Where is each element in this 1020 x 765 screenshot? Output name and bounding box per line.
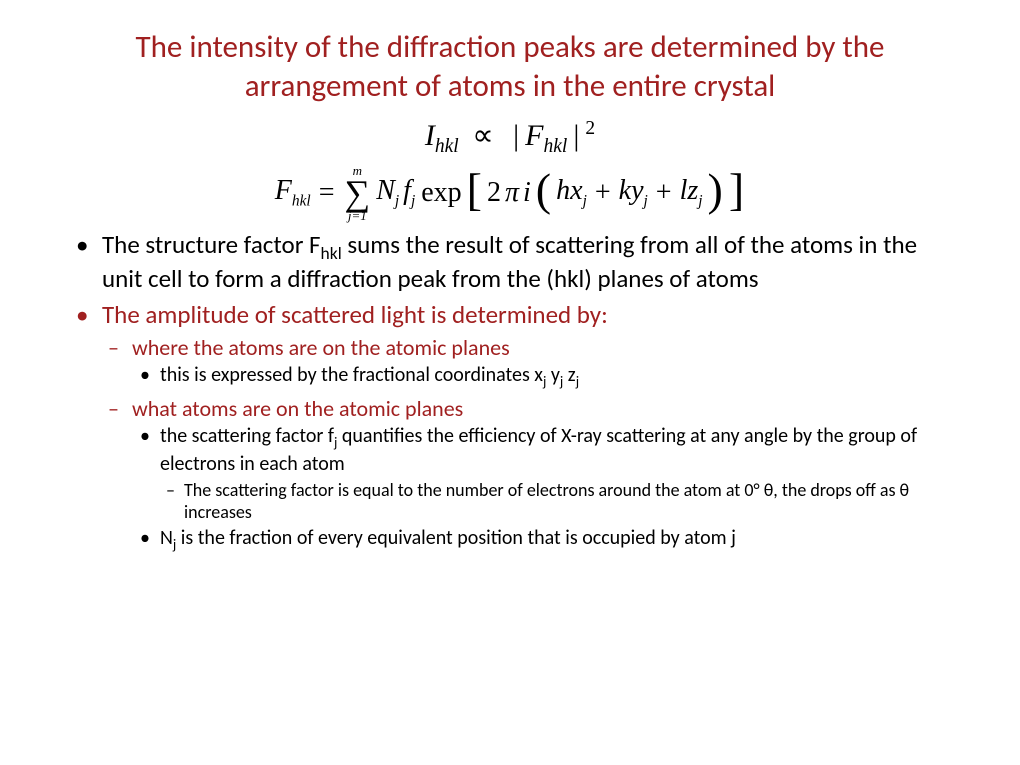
eq-sq: 2 (585, 118, 595, 139)
b2b-ii-pre: N (160, 526, 173, 550)
bullet-fractional-coords: this is expressed by the fractional coor… (132, 363, 952, 391)
bullet-scattering-zero-theta: The scattering factor is equal to the nu… (160, 479, 952, 524)
eq-I-sub: hkl (435, 136, 459, 157)
eq-I: I (425, 119, 435, 152)
b2b-i-pre: the scattering factor f (160, 424, 334, 448)
eq2-exp: exp (419, 177, 461, 209)
title-line-2: arrangement of atoms in the entire cryst… (245, 67, 776, 105)
b2a-i-m1: y (546, 363, 560, 387)
eq2-i: i (523, 177, 531, 209)
eq2-two: 2 (487, 177, 501, 209)
b2b-i-a-text: The scattering factor is equal to the nu… (184, 479, 909, 524)
title-line-1: The intensity of the diffraction peaks a… (136, 28, 885, 66)
b1-pre: The structure factor F (102, 229, 321, 260)
sum-symbol: m ∑ j=1 (343, 164, 373, 222)
equation-structure-factor: Fhkl = m ∑ j=1 Nj fj exp [ 2πi ( hxj + (275, 164, 745, 222)
bullet-structure-factor: The structure factor Fhkl sums the resul… (68, 230, 952, 294)
eq2-lz: lz (680, 175, 699, 206)
eq2-pi: π (505, 177, 519, 209)
eq-abs-close: | (567, 119, 585, 152)
sigma-icon: ∑ (345, 177, 371, 209)
equations: Ihkl ∝ |Fhkl|2 Fhkl = m ∑ j=1 Nj fj exp … (68, 118, 952, 222)
eq2-ky: ky (619, 175, 644, 206)
bullet-scattering-factor: the scattering factor fj quantifies the … (132, 424, 952, 524)
paren-close-icon: ) (707, 172, 724, 209)
b2a-i-pre: this is expressed by the fractional coor… (160, 363, 543, 387)
eq2-hx: hx (556, 175, 582, 206)
eq2-lz-sub: j (698, 192, 702, 209)
bracket-close-icon: ] (728, 172, 745, 209)
slide: The intensity of the diffraction peaks a… (0, 0, 1020, 573)
b2a-text: where the atoms are on the atomic planes (132, 334, 510, 361)
bracket-open-icon: [ (466, 172, 483, 209)
b2b-ii-post: is the fraction of every equivalent posi… (176, 526, 736, 550)
bullet-amplitude: The amplitude of scattered light is dete… (68, 300, 952, 554)
eq-abs-open: | (507, 119, 525, 152)
b1-sub: hkl (321, 242, 342, 264)
eq2-hx-sub: j (583, 192, 587, 209)
sum-lower: j=1 (348, 209, 367, 222)
eq2-plus1: + (591, 177, 615, 209)
eq2-plus2: + (652, 177, 676, 209)
slide-title: The intensity of the diffraction peaks a… (68, 28, 952, 106)
eq2-F-sub: hkl (292, 192, 311, 209)
eq-F-sub: hkl (544, 136, 568, 157)
b2b-text: what atoms are on the atomic planes (132, 395, 463, 422)
eq2-equals: = (315, 177, 339, 209)
paren-open-icon: ( (535, 172, 552, 209)
eq2-ky-sub: j (644, 192, 648, 209)
b2a-i-m2: z (563, 363, 575, 387)
equation-intensity: Ihkl ∝ |Fhkl|2 (68, 118, 952, 158)
bullet-what-atoms: what atoms are on the atomic planes the … (102, 395, 952, 554)
eq-F: F (525, 119, 543, 152)
b2a-i-s3: j (576, 373, 579, 390)
eq2-N-sub: j (395, 192, 399, 209)
eq2-f: f (403, 175, 411, 206)
bullet-occupancy: Nj is the fraction of every equivalent p… (132, 526, 952, 554)
eq2-F: F (275, 175, 292, 206)
bullet-list: The structure factor Fhkl sums the resul… (68, 230, 952, 554)
eq2-f-sub: j (411, 192, 415, 209)
bullet-where-atoms: where the atoms are on the atomic planes… (102, 334, 952, 391)
eq2-N: N (376, 175, 395, 206)
b2-text: The amplitude of scattered light is dete… (102, 299, 608, 330)
eq-propto: ∝ (466, 119, 499, 152)
